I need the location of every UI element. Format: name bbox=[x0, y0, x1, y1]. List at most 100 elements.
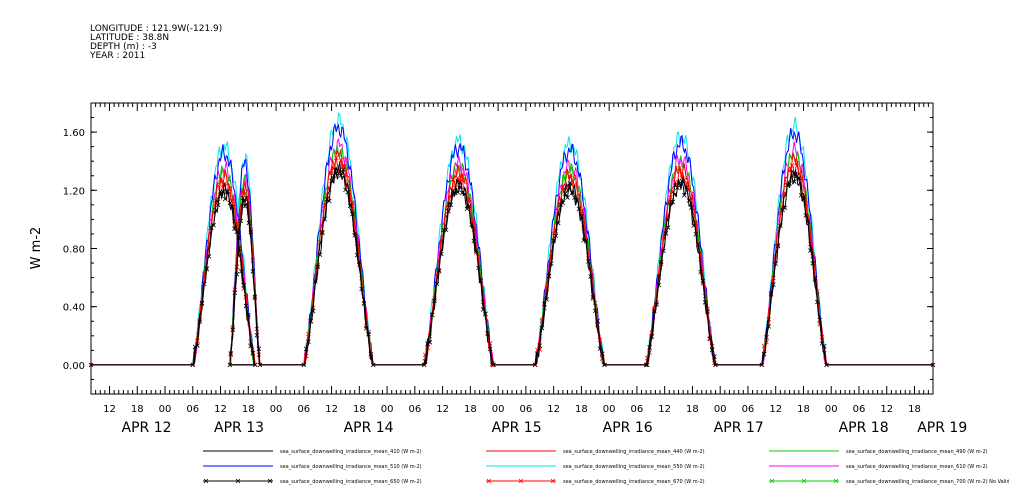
series-marker bbox=[234, 229, 240, 235]
series-marker bbox=[682, 192, 687, 198]
series-marker bbox=[679, 178, 685, 184]
y-tick-label: 0.40 bbox=[63, 303, 85, 314]
x-tick-label: 12 bbox=[214, 404, 227, 415]
series-marker bbox=[595, 318, 600, 324]
series-marker bbox=[784, 182, 790, 188]
series-marker bbox=[764, 335, 769, 340]
series-marker bbox=[370, 362, 376, 368]
x-tick-label: 00 bbox=[492, 404, 505, 415]
series-marker bbox=[805, 219, 811, 224]
series-marker bbox=[333, 155, 339, 161]
series-marker bbox=[469, 222, 474, 227]
x-tick-label: 18 bbox=[242, 404, 255, 415]
legend-marker bbox=[550, 478, 556, 484]
series-marker bbox=[322, 216, 327, 222]
series-marker bbox=[345, 189, 351, 195]
series-marker bbox=[436, 268, 442, 273]
series-marker bbox=[232, 226, 237, 231]
series-marker bbox=[555, 220, 561, 226]
series-marker bbox=[597, 346, 603, 351]
legend-label-550: sea_surface_downwelling_irradiance_mean_… bbox=[563, 464, 705, 470]
legend-label-490: sea_surface_downwelling_irradiance_mean_… bbox=[846, 449, 988, 455]
series-marker bbox=[668, 195, 673, 200]
series-marker bbox=[422, 359, 428, 364]
series-marker bbox=[455, 189, 460, 195]
series-marker bbox=[768, 291, 774, 296]
series-marker bbox=[240, 195, 246, 201]
series-marker bbox=[306, 339, 311, 344]
legend: sea_surface_downwelling_irradiance_mean_… bbox=[203, 449, 1009, 485]
series-marker bbox=[368, 352, 374, 357]
series-marker bbox=[787, 168, 792, 174]
series-marker bbox=[700, 278, 706, 284]
series-marker bbox=[340, 167, 346, 172]
series-marker bbox=[654, 302, 659, 307]
x-date-label: APR 17 bbox=[714, 420, 764, 436]
legend-marker bbox=[235, 478, 241, 484]
legend-marker bbox=[267, 478, 273, 484]
series-marker bbox=[248, 343, 253, 349]
x-tick-label: 12 bbox=[547, 404, 560, 415]
series-marker bbox=[583, 238, 589, 244]
legend-label-670: sea_surface_downwelling_irradiance_mean_… bbox=[563, 479, 705, 485]
series-marker bbox=[789, 163, 795, 168]
series-marker bbox=[241, 283, 246, 288]
header-depth: DEPTH (m) : -3 bbox=[90, 42, 157, 52]
series-line-550 bbox=[91, 112, 933, 366]
series-marker bbox=[775, 243, 781, 249]
series-marker bbox=[254, 332, 260, 338]
series-marker bbox=[429, 312, 435, 317]
legend-label-410: sea_surface_downwelling_irradiance_mean_… bbox=[280, 449, 422, 455]
series-marker bbox=[427, 340, 433, 345]
series-marker bbox=[693, 231, 699, 237]
series-marker bbox=[567, 180, 573, 186]
series-marker bbox=[324, 197, 330, 202]
series-marker bbox=[473, 248, 479, 253]
series-marker bbox=[709, 347, 715, 353]
legend-label-610: sea_surface_downwelling_irradiance_mean_… bbox=[846, 464, 988, 470]
series-marker bbox=[581, 237, 586, 243]
series-marker bbox=[661, 248, 666, 254]
series-marker bbox=[665, 225, 671, 230]
series-marker bbox=[794, 174, 799, 179]
series-marker bbox=[229, 204, 235, 210]
series-marker bbox=[656, 282, 662, 288]
legend-label-440: sea_surface_downwelling_irradiance_mean_… bbox=[563, 449, 705, 455]
series-marker bbox=[647, 344, 652, 350]
series-marker bbox=[340, 163, 346, 169]
series-marker bbox=[478, 277, 484, 283]
series-marker bbox=[487, 346, 493, 352]
series-marker bbox=[602, 362, 607, 368]
series-marker bbox=[462, 191, 467, 197]
series-marker bbox=[439, 251, 444, 257]
series-marker bbox=[242, 191, 248, 196]
series-marker bbox=[459, 174, 465, 179]
series-marker bbox=[686, 198, 692, 203]
series-marker bbox=[347, 203, 353, 209]
series-marker bbox=[485, 331, 490, 337]
series-marker bbox=[569, 190, 575, 196]
series-marker bbox=[246, 312, 251, 318]
series-marker bbox=[88, 362, 94, 368]
series-marker bbox=[248, 229, 254, 235]
x-tick-label: 06 bbox=[297, 404, 310, 415]
x-tick-label: 12 bbox=[880, 404, 893, 415]
series-marker bbox=[480, 307, 486, 312]
series-marker bbox=[713, 362, 718, 368]
series-marker bbox=[206, 253, 212, 259]
y-axis-ticks: 0.00 0.40 0.80 1.20 1.60 bbox=[63, 102, 933, 395]
series-marker bbox=[532, 362, 538, 368]
series-marker bbox=[670, 199, 676, 205]
x-tick-label: 06 bbox=[853, 404, 866, 415]
series-marker bbox=[229, 199, 235, 204]
series-marker bbox=[588, 274, 593, 279]
series-marker bbox=[432, 298, 437, 303]
series-marker bbox=[815, 299, 820, 305]
series-marker bbox=[308, 318, 314, 324]
series-marker bbox=[239, 269, 244, 274]
x-tick-label: 00 bbox=[270, 404, 283, 415]
series-marker bbox=[712, 354, 717, 359]
series-markers-650 bbox=[88, 167, 936, 368]
series-marker bbox=[576, 206, 582, 212]
